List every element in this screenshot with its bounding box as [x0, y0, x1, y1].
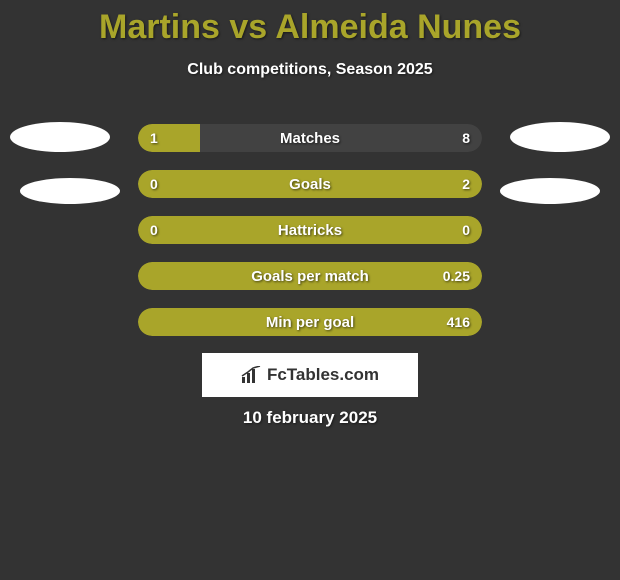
stats-bars: 1 Matches 8 0 Goals 2 0 Hattricks 0 Goal… — [138, 124, 482, 354]
player1-avatar-placeholder-2 — [20, 178, 120, 204]
stat-label: Matches — [138, 124, 482, 152]
fctables-logo: FcTables.com — [202, 353, 418, 397]
date-text: 10 february 2025 — [243, 408, 377, 428]
stat-right-value: 0 — [462, 216, 470, 244]
stat-label: Hattricks — [138, 216, 482, 244]
page-subtitle: Club competitions, Season 2025 — [0, 61, 620, 79]
stat-row-min-per-goal: Min per goal 416 — [138, 308, 482, 336]
stat-row-goals-per-match: Goals per match 0.25 — [138, 262, 482, 290]
stat-row-matches: 1 Matches 8 — [138, 124, 482, 152]
stat-label: Goals per match — [138, 262, 482, 290]
stat-right-value: 0.25 — [443, 262, 470, 290]
stat-right-value: 2 — [462, 170, 470, 198]
player2-avatar-placeholder — [510, 122, 610, 152]
stat-right-value: 8 — [462, 124, 470, 152]
chart-icon — [241, 366, 263, 384]
player2-avatar-placeholder-2 — [500, 178, 600, 204]
stat-right-value: 416 — [447, 308, 470, 336]
stat-label: Goals — [138, 170, 482, 198]
stat-row-hattricks: 0 Hattricks 0 — [138, 216, 482, 244]
stat-label: Min per goal — [138, 308, 482, 336]
logo-text: FcTables.com — [267, 365, 379, 385]
player1-avatar-placeholder — [10, 122, 110, 152]
stat-row-goals: 0 Goals 2 — [138, 170, 482, 198]
page-title: Martins vs Almeida Nunes — [0, 0, 620, 47]
